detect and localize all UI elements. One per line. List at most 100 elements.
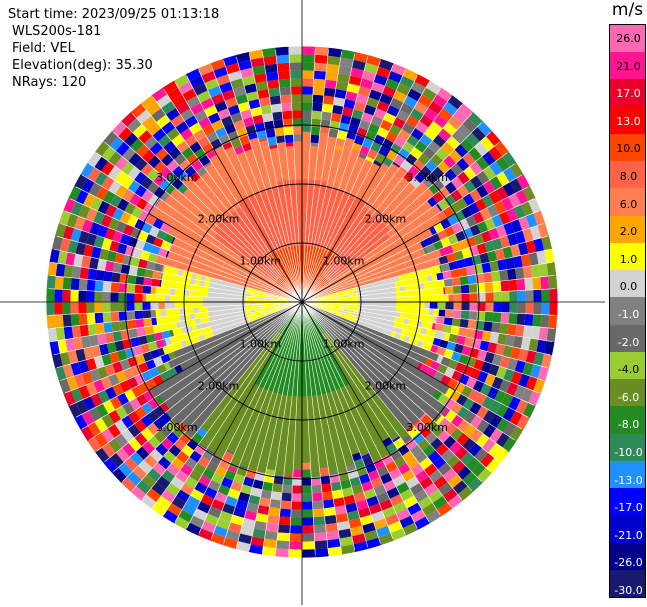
noise-gate xyxy=(235,541,251,553)
noise-gate xyxy=(516,414,530,430)
noise-gate xyxy=(484,311,494,323)
noise-gate xyxy=(537,223,549,238)
noise-gate xyxy=(290,86,302,95)
noise-gate xyxy=(507,357,518,372)
noise-gate xyxy=(220,115,234,127)
noise-gate xyxy=(134,157,148,172)
noise-gate xyxy=(47,262,58,277)
noise-gate xyxy=(402,68,419,82)
noise-gate xyxy=(196,501,212,514)
noise-gate xyxy=(112,467,127,483)
noise-gate xyxy=(397,444,410,456)
noise-gate xyxy=(132,247,143,259)
noise-gate xyxy=(437,393,450,406)
noise-gate xyxy=(216,74,231,86)
noise-gate xyxy=(210,454,223,466)
noise-gate xyxy=(438,339,449,349)
noise-gate xyxy=(66,376,79,391)
noise-gate xyxy=(89,368,101,383)
noise-gate xyxy=(522,361,534,377)
noise-gate xyxy=(495,156,510,172)
noise-gate xyxy=(333,497,346,508)
noise-gate xyxy=(89,334,99,347)
noise-gate xyxy=(185,68,202,82)
noise-gate xyxy=(405,438,418,451)
noise-gate xyxy=(128,152,142,167)
noise-gate xyxy=(491,237,503,251)
noise-gate xyxy=(67,239,79,254)
noise-gate xyxy=(414,516,430,530)
noise-gate xyxy=(419,134,433,147)
noise-gate xyxy=(258,497,271,508)
noise-gate xyxy=(225,62,240,75)
velocity-gate xyxy=(405,302,411,308)
noise-gate xyxy=(489,161,503,176)
noise-gate xyxy=(414,74,430,88)
noise-gate xyxy=(62,302,71,315)
noise-gate xyxy=(159,424,173,438)
noise-gate xyxy=(93,379,106,393)
noise-gate xyxy=(181,146,195,160)
noise-gate xyxy=(335,138,346,148)
noise-gate xyxy=(78,230,90,245)
noise-gate xyxy=(488,442,503,458)
noise-gate xyxy=(335,512,349,523)
noise-gate xyxy=(166,127,180,141)
noise-gate xyxy=(431,424,445,438)
noise-gate xyxy=(302,493,313,502)
noise-gate xyxy=(63,326,74,340)
noise-gate xyxy=(94,171,108,187)
noise-gate xyxy=(494,141,509,157)
noise-gate xyxy=(456,335,466,346)
noise-gate xyxy=(162,509,179,524)
noise-gate xyxy=(151,108,166,123)
noise-gate xyxy=(401,450,415,463)
noise-gate xyxy=(109,194,123,208)
noise-gate xyxy=(525,239,537,254)
noise-gate xyxy=(458,239,470,251)
noise-gate xyxy=(471,462,487,478)
noise-gate xyxy=(162,80,179,95)
noise-gate xyxy=(302,78,314,87)
noise-gate xyxy=(419,426,432,439)
noise-gate xyxy=(522,325,533,339)
noise-gate xyxy=(376,126,389,139)
noise-gate xyxy=(482,180,496,195)
noise-gate xyxy=(204,78,220,91)
noise-gate xyxy=(103,130,118,147)
velocity-gate xyxy=(409,307,416,314)
noise-gate xyxy=(516,313,526,326)
noise-gate xyxy=(437,229,448,241)
noise-gate xyxy=(103,270,113,282)
noise-gate xyxy=(512,335,523,349)
noise-gate xyxy=(225,529,240,542)
noise-gate xyxy=(469,347,480,359)
noise-gate xyxy=(153,186,166,199)
velocity-gate xyxy=(302,433,310,440)
noise-gate xyxy=(122,338,133,350)
noise-gate xyxy=(314,54,328,64)
velocity-gate xyxy=(367,298,374,302)
noise-gate xyxy=(533,378,546,394)
velocity-gate xyxy=(302,386,307,393)
noise-gate xyxy=(384,513,400,526)
noise-gate xyxy=(427,140,441,154)
noise-gate xyxy=(399,488,414,502)
noise-gate xyxy=(484,217,496,231)
noise-gate xyxy=(124,347,135,359)
noise-gate xyxy=(443,317,453,326)
noise-gate xyxy=(474,141,489,157)
noise-gate xyxy=(370,477,384,489)
noise-gate xyxy=(140,163,154,177)
noise-gate xyxy=(267,514,280,525)
noise-gate xyxy=(122,254,133,266)
noise-gate xyxy=(119,379,132,393)
noise-gate xyxy=(363,104,377,116)
noise-gate xyxy=(132,345,143,357)
noise-gate xyxy=(447,233,459,245)
noise-gate xyxy=(417,496,433,510)
noise-gate xyxy=(368,503,383,515)
noise-gate xyxy=(248,494,261,506)
noise-gate xyxy=(112,207,125,221)
noise-gate xyxy=(105,204,118,218)
